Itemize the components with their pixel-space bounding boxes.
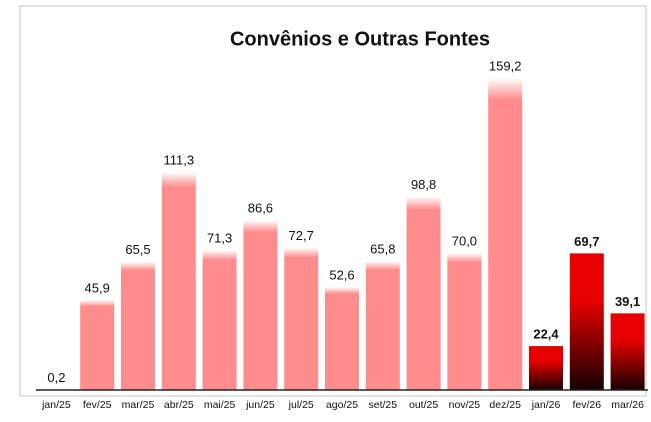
bar — [569, 253, 604, 390]
chart-title: Convênios e Outras Fontes — [230, 28, 490, 50]
bar — [284, 247, 319, 390]
x-tick-label: fev/26 — [572, 399, 601, 411]
x-tick-label: out/25 — [409, 399, 438, 411]
x-tick-label: ago/25 — [326, 399, 358, 411]
value-label: 98,8 — [411, 177, 436, 192]
value-label: 39,1 — [615, 294, 640, 309]
x-tick-label: fev/25 — [83, 399, 112, 411]
bar — [610, 313, 645, 390]
value-label: 45,9 — [85, 280, 110, 295]
x-tick-label: jan/25 — [41, 399, 71, 411]
value-label: 71,3 — [207, 231, 232, 246]
x-tick-label: dez/25 — [489, 399, 521, 411]
x-tick-label: set/25 — [368, 399, 397, 411]
bar — [243, 220, 278, 390]
value-label: 65,8 — [370, 241, 395, 256]
bar — [529, 346, 563, 390]
x-tick-label: mar/25 — [122, 399, 155, 411]
x-tick-label: mai/25 — [204, 399, 236, 411]
bar — [121, 261, 155, 390]
x-tick-label: jul/25 — [288, 399, 314, 411]
bar — [365, 261, 400, 390]
value-label: 86,6 — [248, 201, 273, 216]
bar — [325, 286, 359, 390]
value-label: 111,3 — [163, 152, 194, 167]
x-tick-label: nov/25 — [449, 399, 481, 411]
bar — [202, 250, 237, 390]
x-tick-label: jan/26 — [531, 399, 561, 411]
value-label: 69,7 — [574, 234, 599, 249]
value-label: 159,2 — [489, 58, 522, 73]
value-label: 65,5 — [125, 242, 150, 257]
bar — [80, 300, 115, 390]
value-label: 72,7 — [289, 228, 314, 243]
bar — [161, 171, 196, 390]
value-label: 70,0 — [452, 233, 477, 248]
value-label: 52,6 — [329, 267, 354, 282]
bar — [447, 252, 482, 390]
x-tick-label: abr/25 — [164, 399, 194, 411]
value-label: 22,4 — [533, 327, 559, 342]
bar — [406, 196, 441, 390]
bar — [488, 78, 523, 390]
x-tick-label: jun/25 — [245, 399, 275, 411]
x-tick-label: mar/26 — [611, 399, 644, 411]
value-label: 0,2 — [47, 370, 65, 385]
